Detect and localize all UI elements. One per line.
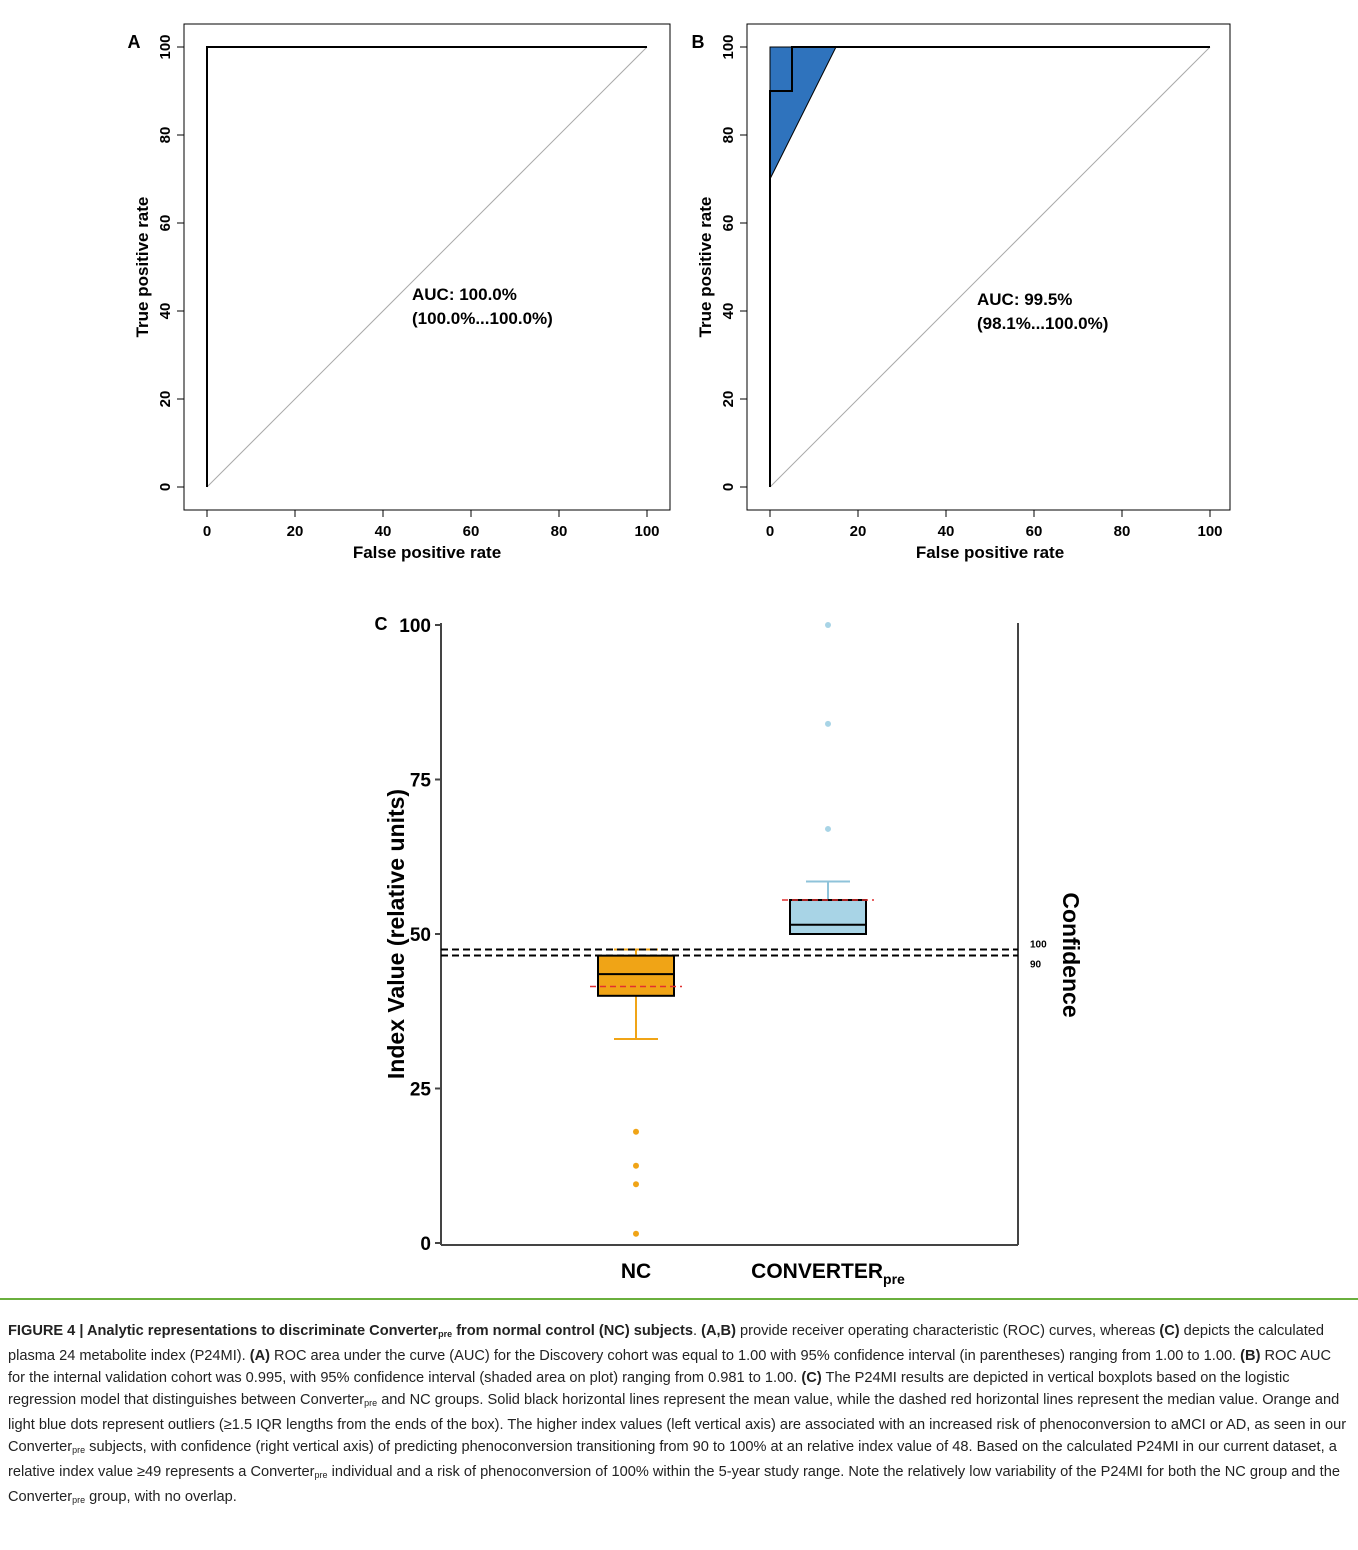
y-tick-label: 100 [399,616,431,637]
auc-annotation: AUC: 100.0% [412,285,517,304]
figure-canvas: 0 20 40 60 80 100 0 20 40 60 80 100 False positive r… [128,23,1231,1287]
y-tick-label: 40 [720,303,737,320]
caption-text-5: The P24MI results are depicted in vertic… [8,1370,1290,1408]
panel-label: B [692,32,705,52]
x-tick-label: 60 [463,523,480,540]
caption-text-4: ROC AUC for the internal validation coho… [8,1348,1331,1386]
caption-title-sub: pre [438,1329,453,1339]
caption-sub-4: pre [72,1495,86,1505]
category-label: CONVERTERpre [751,1260,905,1287]
outlier-point [825,622,831,628]
x-tick-label: 100 [1197,523,1222,540]
category-label-main: NC [621,1260,651,1283]
caption-text-1: provide receiver operating characteristi… [735,1323,1160,1339]
y-tick-label: 100 [157,34,174,59]
category-label-subscript: pre [883,1271,905,1287]
auc-annotation: (100.0%...100.0%) [412,309,553,328]
y-tick-label: 25 [410,1080,432,1101]
x-axis-title: False positive rate [353,543,501,562]
caption-ref-c2: (C) [801,1370,822,1386]
confidence-label: 90 [1030,960,1042,971]
reference-diagonal [769,46,1211,488]
outlier-point [633,1181,639,1188]
x-tick-label: 80 [551,523,568,540]
panel-label: A [128,32,141,52]
figure-caption: FIGURE 4 | Analytic representations to d… [0,1298,1358,1548]
category-label: NC [621,1260,651,1283]
box-body [597,954,675,997]
caption-sub-2: pre [72,1445,86,1455]
outlier-point [825,720,831,727]
category-label-main: CONVERTER [751,1260,883,1283]
y-tick-label: 80 [157,127,174,144]
caption-ref-c1: (C) [1159,1323,1180,1339]
confidence-label: 100 [1030,939,1047,950]
caption-text-2: depicts the calculated plasma 24 metabol… [8,1323,1324,1364]
caption-title: FIGURE 4 | Analytic representations to d… [8,1323,439,1339]
box-body [789,899,867,936]
x-tick-label: 0 [203,523,211,540]
caption-ref-a: (A) [249,1348,270,1364]
y-tick-label: 60 [157,215,174,232]
x-tick-label: 60 [1026,523,1043,540]
auc-annotation: AUC: 99.5% [977,290,1072,309]
caption-text-7: subjects, with confidence (right vertica… [8,1439,1337,1480]
caption-text-8: individual and a risk of phenoconversion… [8,1464,1340,1505]
y-tick-label: 20 [720,391,737,408]
y-axis-title: Index Value (relative units) [383,789,409,1079]
x-tick-label: 20 [850,523,867,540]
x-tick-label: 20 [287,523,304,540]
outlier-point [633,1162,639,1169]
panel-label: C [375,614,388,634]
y-tick-label: 100 [720,34,737,59]
roc-curve [769,46,1210,487]
caption-sub-1: pre [364,1398,378,1408]
auc-annotation: (98.1%...100.0%) [977,314,1108,333]
caption-title-dot: . [692,1323,702,1339]
y-tick-label: 0 [720,483,737,491]
caption-sub-3: pre [314,1470,328,1480]
x-tick-label: 40 [938,523,955,540]
x-tick-label: 0 [766,523,774,540]
caption-text-6: and NC groups. Solid black horizontal li… [8,1392,1347,1455]
roc-curve [206,46,647,487]
caption-ref-ab: (A,B) [701,1323,736,1339]
y-tick-label: 20 [157,391,174,408]
x-tick-label: 40 [375,523,392,540]
outlier-point [633,1128,639,1135]
y-tick-label: 0 [420,1234,431,1255]
y-axis-title: True positive rate [133,197,152,338]
y-tick-label: 40 [157,303,174,320]
reference-diagonal [206,46,648,488]
confidence-band [769,46,837,180]
y-axis-title: True positive rate [696,197,715,338]
caption-ref-b: (B) [1240,1348,1261,1364]
y-tick-label: 80 [720,127,737,144]
outlier-point [825,825,831,832]
y-tick-label: 0 [157,483,174,491]
x-tick-label: 100 [634,523,659,540]
y-tick-label: 60 [720,215,737,232]
x-tick-label: 80 [1114,523,1131,540]
outlier-point [633,1230,639,1237]
caption-title-end: from normal control (NC) subjects [452,1323,693,1339]
caption-text-3: ROC area under the curve (AUC) for the D… [270,1348,1241,1364]
right-axis-title: Confidence [1058,892,1084,1017]
x-axis-title: False positive rate [916,543,1064,562]
y-tick-label: 75 [410,771,432,792]
caption-text-9: group, with no overlap. [85,1489,237,1505]
y-tick-label: 50 [410,925,431,946]
